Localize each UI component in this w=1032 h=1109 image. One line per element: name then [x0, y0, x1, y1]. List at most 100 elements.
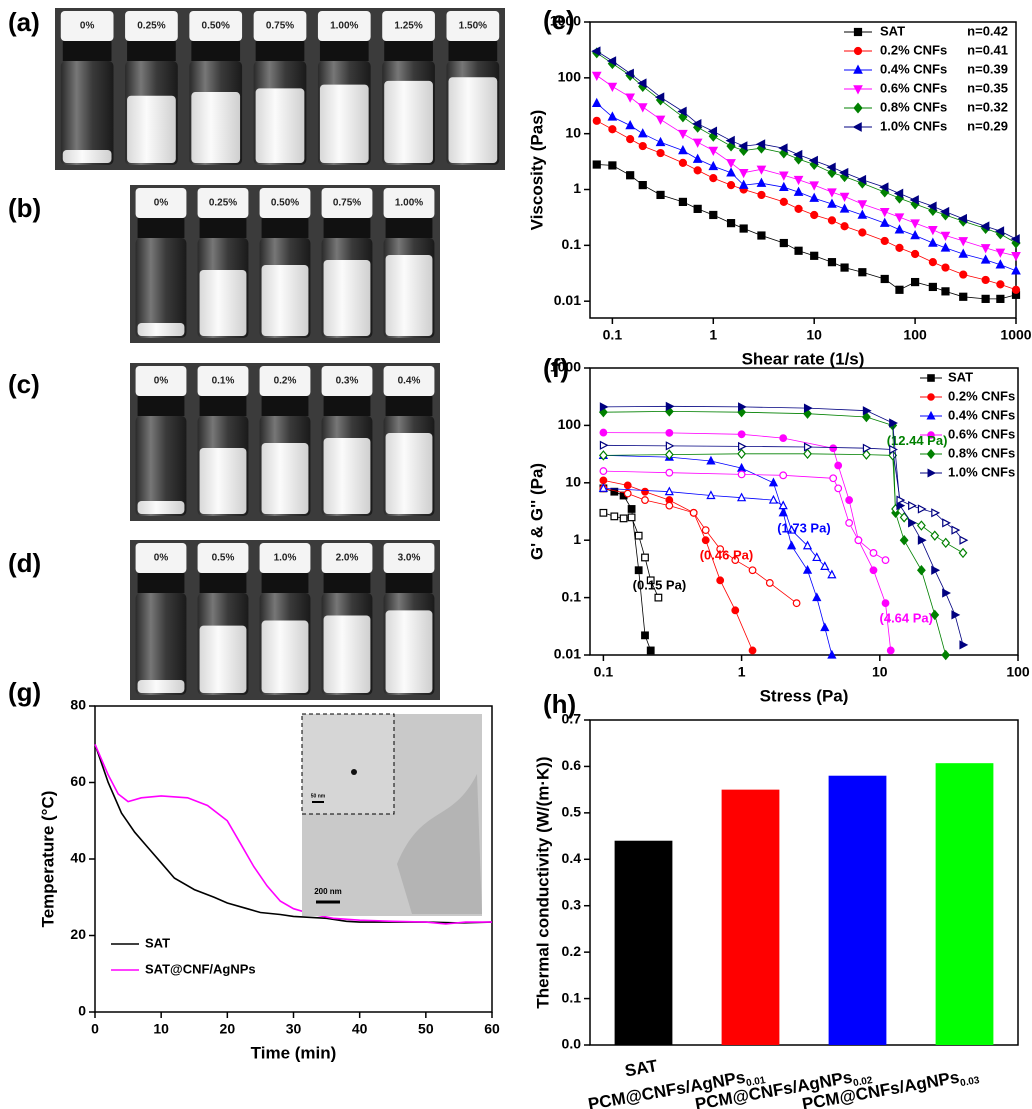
- marker: [599, 508, 608, 517]
- marker: [692, 138, 703, 148]
- marker: [626, 134, 635, 144]
- marker: [708, 146, 719, 156]
- y-tick-label: 10: [565, 474, 581, 490]
- legend-label: SAT: [948, 369, 973, 384]
- marker: [880, 274, 889, 284]
- marker: [812, 592, 822, 602]
- marker: [981, 294, 990, 303]
- vial-neck: [323, 573, 371, 593]
- vial-label: 1.0%: [274, 553, 297, 564]
- marker: [959, 292, 968, 301]
- marker: [726, 159, 736, 169]
- marker: [757, 231, 766, 240]
- legend-label: 0.8% CNFs: [880, 99, 947, 114]
- vial-label: 1.00%: [330, 21, 358, 32]
- yield-label: (4.64 Pa): [880, 611, 933, 626]
- marker: [858, 228, 867, 237]
- marker: [829, 444, 838, 453]
- marker: [692, 153, 703, 163]
- series-line: [596, 102, 1017, 272]
- series-line: [94, 744, 493, 924]
- marker: [834, 484, 843, 493]
- vial-content: [385, 610, 433, 693]
- vial-content: [323, 615, 371, 693]
- marker: [845, 519, 854, 527]
- marker: [840, 263, 849, 272]
- vial-label: 2.0%: [336, 553, 359, 564]
- marker: [995, 248, 1006, 258]
- vial-content: [137, 680, 185, 693]
- marker: [625, 93, 635, 103]
- marker: [857, 209, 868, 219]
- vial-content: [385, 433, 433, 514]
- vial-body: [60, 61, 114, 165]
- marker: [748, 566, 757, 575]
- marker: [910, 249, 920, 259]
- marker: [778, 507, 788, 517]
- x-tick-label: 100: [1006, 664, 1030, 680]
- legend-label: 0.6% CNFs: [948, 426, 1015, 441]
- yield-label: (12.44 Pa): [887, 433, 948, 448]
- x-tick-label: 1000: [1000, 327, 1031, 343]
- marker: [786, 540, 797, 550]
- marker: [889, 444, 898, 455]
- marker: [940, 231, 951, 242]
- marker: [803, 442, 813, 452]
- marker: [592, 116, 601, 125]
- x-tick-label: 10: [872, 664, 888, 680]
- vial-label: 0%: [154, 198, 169, 209]
- x-tick-label: 10: [153, 1021, 169, 1037]
- vial-label: 0.75%: [333, 198, 361, 209]
- marker: [725, 135, 735, 146]
- marker: [646, 576, 655, 585]
- marker: [625, 120, 635, 130]
- marker: [641, 487, 649, 496]
- marker: [958, 248, 969, 258]
- x-tick-label: SAT: [623, 1057, 659, 1082]
- vial-label: 0.25%: [137, 21, 165, 32]
- marker: [664, 486, 674, 496]
- legend-label: 0.8% CNFs: [948, 445, 1015, 460]
- marker: [765, 579, 774, 587]
- marker: [941, 649, 951, 661]
- legend-label: SAT: [880, 23, 905, 38]
- marker: [693, 204, 702, 213]
- marker: [829, 474, 838, 483]
- marker: [862, 443, 872, 453]
- marker: [599, 476, 608, 485]
- y-tick-label: 1: [573, 180, 581, 196]
- marker: [1010, 234, 1020, 244]
- marker: [941, 287, 950, 296]
- legend-label: 1.0% CNFs: [948, 464, 1015, 479]
- marker: [706, 490, 716, 500]
- marker: [627, 505, 636, 513]
- x-tick-label: 1: [709, 327, 717, 343]
- marker: [1011, 285, 1021, 294]
- marker: [941, 537, 951, 549]
- y-tick-label: 1000: [550, 359, 581, 375]
- vial-cap: [383, 188, 435, 218]
- panel-label: (e): [543, 5, 575, 35]
- marker: [803, 403, 813, 413]
- category-subscript: 0.01: [745, 1075, 767, 1089]
- panel-label: (d): [8, 548, 41, 578]
- vial-cap: [321, 366, 373, 396]
- vial-cap: [321, 188, 373, 218]
- category-subscript: 0.03: [959, 1075, 981, 1089]
- marker: [678, 144, 688, 155]
- marker: [827, 258, 837, 267]
- marker: [591, 71, 602, 82]
- series-line: [596, 164, 1017, 300]
- vial-cap: [253, 11, 307, 41]
- marker: [899, 534, 909, 546]
- vial-neck: [261, 573, 309, 593]
- marker: [794, 246, 803, 255]
- marker: [862, 406, 872, 416]
- panel-label: (c): [8, 369, 40, 399]
- vial-neck: [319, 41, 369, 61]
- inset-particle: [351, 769, 357, 775]
- marker: [1011, 265, 1021, 275]
- marker: [886, 646, 895, 655]
- vial-neck: [385, 573, 433, 593]
- y-tick-label: 80: [70, 697, 86, 713]
